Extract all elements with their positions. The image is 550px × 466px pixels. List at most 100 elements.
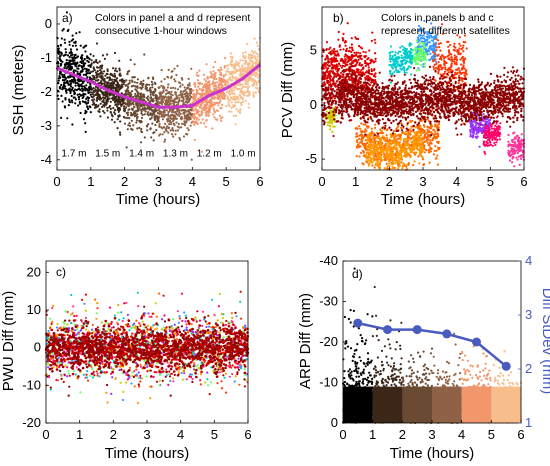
panel-b-point [329,50,332,53]
panel-a-window-annotation: 1.2 m [197,148,222,159]
panel-b-point [460,63,463,66]
panel-b-point [461,46,464,49]
panel-a-point [61,79,65,82]
panel-a-point [208,83,211,86]
panel-b-point [333,97,336,100]
panel-b-point [359,77,363,80]
panel-a-point [135,95,138,98]
panel-b-point [364,128,367,131]
panel-a-point [61,75,64,78]
panel-b-point [358,73,361,76]
panel-a-point [154,117,157,120]
panel-a-point [82,81,85,84]
panel-b-point [356,60,359,64]
panel-b-point [333,73,336,76]
panel-a-point [220,68,223,71]
panel-a-point [77,96,80,99]
panel-a-point [164,122,167,125]
panel-a-point [145,107,148,110]
panel-b-point [360,122,363,125]
panel-b-point [428,148,431,151]
panel-a-point [219,117,222,120]
panel-b-point [432,153,435,156]
panel-b-point [405,132,408,135]
panel-b-point [393,147,396,150]
panel-a-point [197,118,200,121]
panel-b-point [461,71,464,74]
panel-b-point [436,154,439,157]
panel-b-point [437,70,440,73]
panel-a-point [122,83,125,86]
panel-b-point [393,166,396,170]
panel-b-point [378,161,382,164]
panel-a-point [239,82,242,85]
panel-a-point [150,136,153,139]
panel-b-point [413,144,416,148]
panel-b-point [403,132,406,135]
panel-a-point [255,41,258,44]
panel-a-point [178,81,181,84]
panel-b-point [404,84,408,87]
panel-a-point [244,51,247,54]
panel-a-point [136,127,139,130]
panel-a-point [229,76,232,79]
panel-b-point [450,58,454,61]
panel-b-point [348,46,351,49]
panel-a-point [174,97,177,100]
panel-a-point [160,102,163,106]
panel-a-point [205,113,208,116]
panel-a-point [65,67,68,70]
panel-a-point [103,105,106,108]
panel-a-point [237,83,240,86]
panel-b-point [356,135,359,138]
panel-a-point [109,107,112,110]
panel-a-point [71,123,74,126]
panel-a-point [246,83,250,86]
panel-a-point [119,133,122,136]
panel-b-point [373,126,377,129]
panel-b-point [456,48,459,52]
panel-b-point [414,147,418,150]
panel-b-point [367,159,370,162]
panel-a-point [152,109,156,112]
panel-b-point [356,146,359,149]
panel-b-point [447,57,450,61]
panel-b-point [440,58,443,61]
panel-a-point [99,115,102,118]
panel-b-point [407,134,410,137]
panel-a-point [102,96,105,99]
panel-a-point [190,114,193,117]
panel-a-point [139,82,142,85]
panel-a-xtick-label: 3 [155,174,162,189]
panel-a-point [158,86,161,89]
panel-b-point [356,70,359,74]
panel-a-point [232,86,235,89]
panel-b-point [322,76,326,79]
panel-a-point [64,89,68,93]
panel-a-point [108,86,111,89]
panel-a-point [152,112,155,115]
panel-a-point [167,131,170,134]
panel-a-point [201,82,204,85]
panel-a-point [154,82,157,85]
panel-a-point [207,81,210,84]
panel-a-point [155,99,158,102]
panel-b-point [414,110,418,113]
panel-a-point [106,106,109,109]
panel-b-point [461,55,464,59]
panel-a-point [226,90,229,93]
panel-a-point [175,73,178,77]
panel-b-point [370,39,373,43]
panel-a-xtick-label: 2 [121,174,128,189]
panel-b-point [389,151,392,154]
panel-a-point [228,92,231,95]
panel-b-point [389,136,392,139]
panel-a-point [149,91,152,94]
panel-a-point [79,111,82,115]
panel-a-point [61,88,64,91]
panel-a-point [170,75,173,78]
panel-b-point [373,68,376,71]
panel-b-point [375,144,378,147]
panel-a-point [223,64,226,68]
panel-b-point [399,153,402,156]
